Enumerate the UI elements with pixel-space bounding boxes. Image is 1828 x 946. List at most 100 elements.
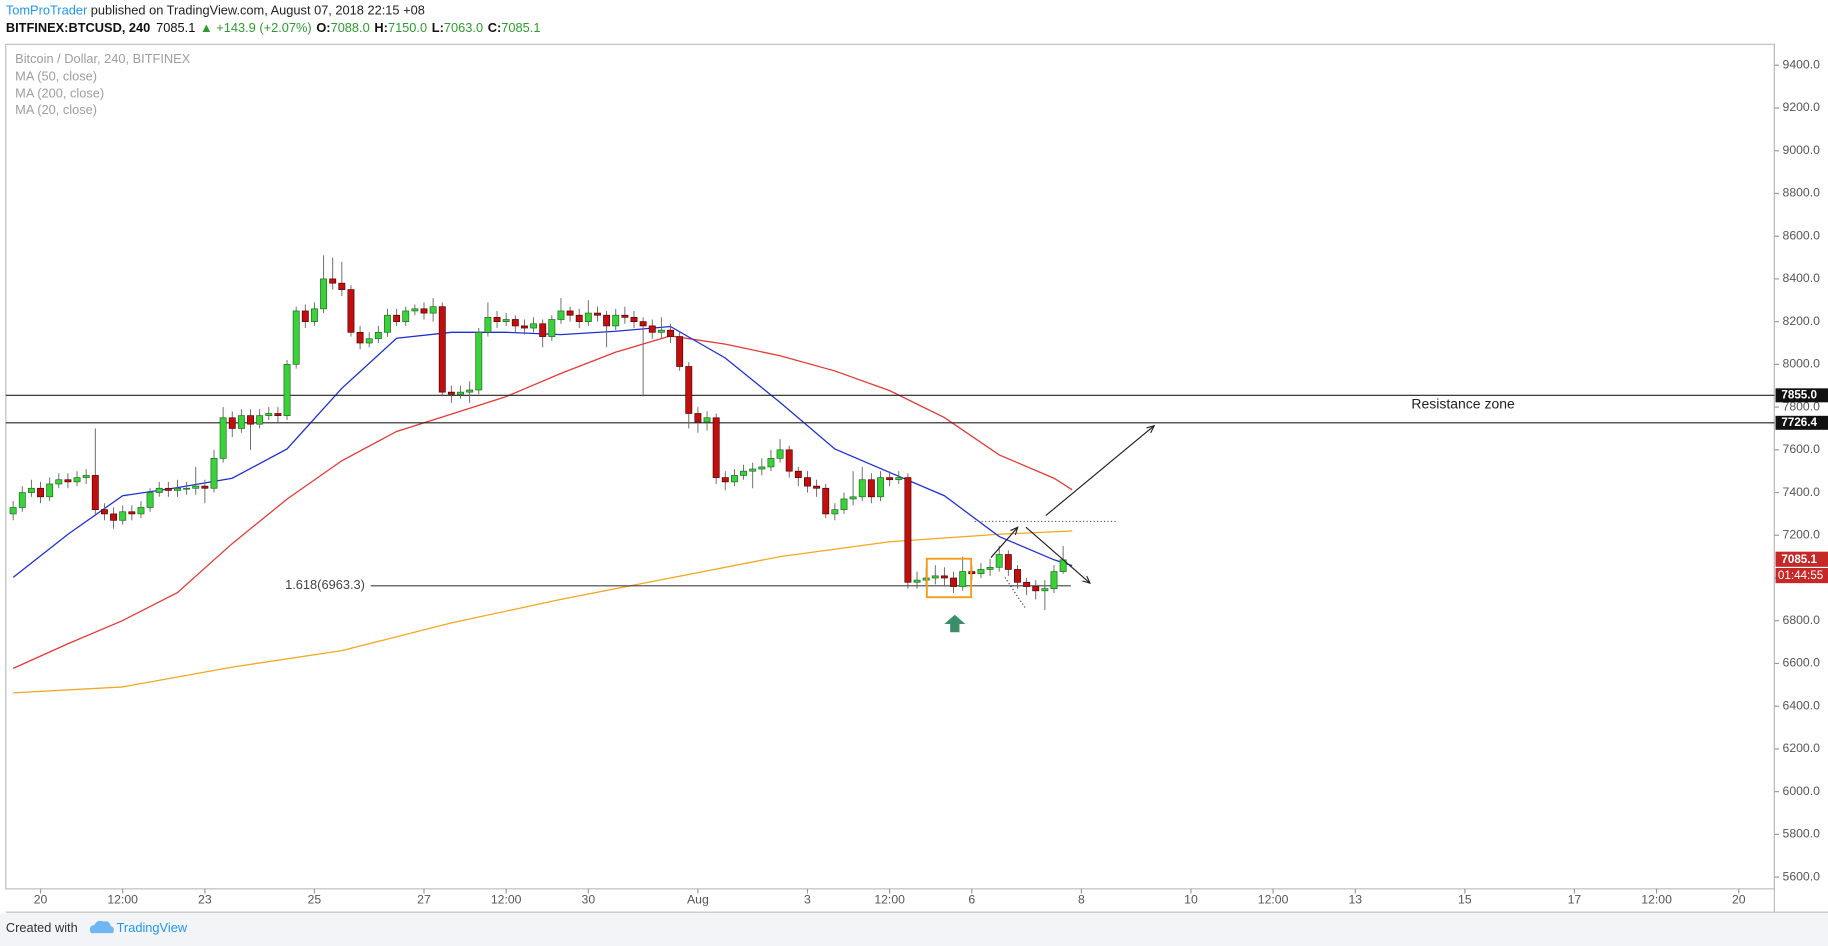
candle-body <box>18 492 26 508</box>
candle-body <box>849 496 857 500</box>
candle-body <box>310 308 318 322</box>
candle-body <box>447 391 455 395</box>
candle-body <box>986 566 994 570</box>
author[interactable]: TomProTrader <box>6 3 88 18</box>
y-tick-label: 6000.0 <box>1783 784 1821 798</box>
candle-body <box>320 278 328 310</box>
y-tick-label: 8000.0 <box>1783 357 1821 371</box>
candle-body <box>657 329 665 333</box>
y-tick-label: 8400.0 <box>1783 271 1821 285</box>
candle-body <box>959 571 967 587</box>
candle-body <box>822 487 830 515</box>
arrow <box>1025 526 1090 583</box>
candle-body <box>977 569 985 575</box>
up-arrow-icon <box>944 614 966 633</box>
candle-body <box>256 415 264 425</box>
arrow <box>1045 426 1154 517</box>
y-tick-label: 8800.0 <box>1783 186 1821 200</box>
x-tick-label: 12:00 <box>874 893 905 907</box>
candle-body <box>274 413 282 416</box>
candle-body <box>575 314 583 322</box>
candle-body <box>511 319 519 327</box>
x-tick-label: 12:00 <box>107 893 138 907</box>
candle-body <box>712 417 720 478</box>
candle-body <box>530 323 538 329</box>
candle-body <box>913 579 921 583</box>
candle-body <box>27 487 35 493</box>
arrow <box>990 527 1018 558</box>
candle-body <box>904 477 912 583</box>
candle-body <box>237 415 245 429</box>
candle-body <box>557 310 565 320</box>
level-price-label: 7726.4 <box>1781 416 1817 429</box>
footer-brand[interactable]: TradingView <box>117 920 188 935</box>
level-price-box <box>1775 388 1828 403</box>
candle-body <box>475 331 483 391</box>
candle-body <box>1004 554 1012 570</box>
candle-body <box>785 449 793 472</box>
y-tick-label: 8600.0 <box>1783 228 1821 242</box>
candle-body <box>520 325 528 329</box>
symbol-line: BITFINEX:BTCUSD, 240 7085.1 ▲ +143.9 (+2.0… <box>6 21 541 36</box>
candle-body <box>566 310 574 316</box>
y-tick-label: 7200.0 <box>1783 528 1821 542</box>
candle-body <box>1041 588 1049 592</box>
candle-body <box>46 483 54 498</box>
candle-body <box>603 314 611 327</box>
level-price-label: 7855.0 <box>1781 388 1817 401</box>
legend-title: Bitcoin / Dollar, 240, BITFINEX <box>15 51 191 66</box>
candle-body <box>895 477 903 481</box>
candle-body <box>164 487 172 491</box>
annotation: Resistance zone <box>1411 396 1515 412</box>
y-tick-label: 6200.0 <box>1783 741 1821 755</box>
candle-body <box>630 317 638 322</box>
candle-body <box>55 479 63 485</box>
candle-body <box>1032 586 1040 592</box>
candle-body <box>411 308 419 312</box>
candle-body <box>877 477 884 498</box>
candle-body <box>402 310 410 322</box>
candle-body <box>694 413 702 423</box>
candle-body <box>886 477 894 481</box>
moving-average <box>12 335 1073 669</box>
candle-body <box>730 475 738 483</box>
candle-body <box>329 278 337 284</box>
y-tick-label: 5800.0 <box>1783 827 1821 841</box>
candle-body <box>393 314 401 322</box>
last-price-box <box>1775 551 1828 567</box>
candle-body <box>91 475 99 510</box>
candle-body <box>457 391 464 395</box>
candle-body <box>721 477 729 483</box>
candle-body <box>82 475 90 478</box>
candle-body <box>73 477 81 483</box>
brand-icon <box>89 920 114 934</box>
x-tick-label: 15 <box>1458 893 1472 907</box>
candle-body <box>794 470 802 478</box>
candle-body <box>749 468 757 472</box>
candle-body <box>484 317 492 333</box>
candle-body <box>64 479 72 483</box>
x-tick-label: 6 <box>968 893 975 907</box>
y-tick-label: 9400.0 <box>1783 57 1821 71</box>
candle-body <box>466 389 474 393</box>
x-tick-label: 8 <box>1078 893 1085 907</box>
footer-created: Created with <box>6 920 78 935</box>
candle-body <box>110 513 118 521</box>
x-tick-label: 12:00 <box>491 893 522 907</box>
last: 7085.1 <box>156 21 195 36</box>
candle-body <box>703 417 711 423</box>
candle-body <box>867 479 875 498</box>
candle-body <box>228 417 236 429</box>
plot-area <box>5 43 1775 890</box>
candle-body <box>9 507 17 515</box>
fib-label: 1.618(6963.3) <box>285 577 365 592</box>
candle-body <box>347 289 355 333</box>
x-tick-label: 12:00 <box>1641 893 1672 907</box>
candle-body <box>995 554 1003 568</box>
candle-body <box>539 323 547 337</box>
candle-body <box>648 325 656 333</box>
ohlc-value: 7088.0 <box>331 21 370 36</box>
candle-body <box>758 466 766 470</box>
candle-body <box>776 449 784 459</box>
candle-body <box>1050 571 1058 590</box>
